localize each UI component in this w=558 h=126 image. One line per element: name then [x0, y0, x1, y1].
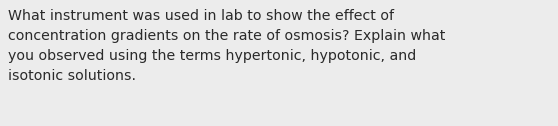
Text: What instrument was used in lab to show the effect of
concentration gradients on: What instrument was used in lab to show …	[8, 9, 445, 83]
